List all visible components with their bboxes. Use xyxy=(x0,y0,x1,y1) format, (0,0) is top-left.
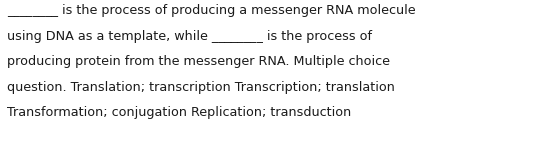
Text: Transformation; conjugation Replication; transduction: Transformation; conjugation Replication;… xyxy=(7,106,352,119)
Text: producing protein from the messenger RNA. Multiple choice: producing protein from the messenger RNA… xyxy=(7,55,390,68)
Text: ________ is the process of producing a messenger RNA molecule: ________ is the process of producing a m… xyxy=(7,4,416,17)
Text: using DNA as a template, while ________ is the process of: using DNA as a template, while ________ … xyxy=(7,30,372,43)
Text: question. Translation; transcription Transcription; translation: question. Translation; transcription Tra… xyxy=(7,80,395,93)
